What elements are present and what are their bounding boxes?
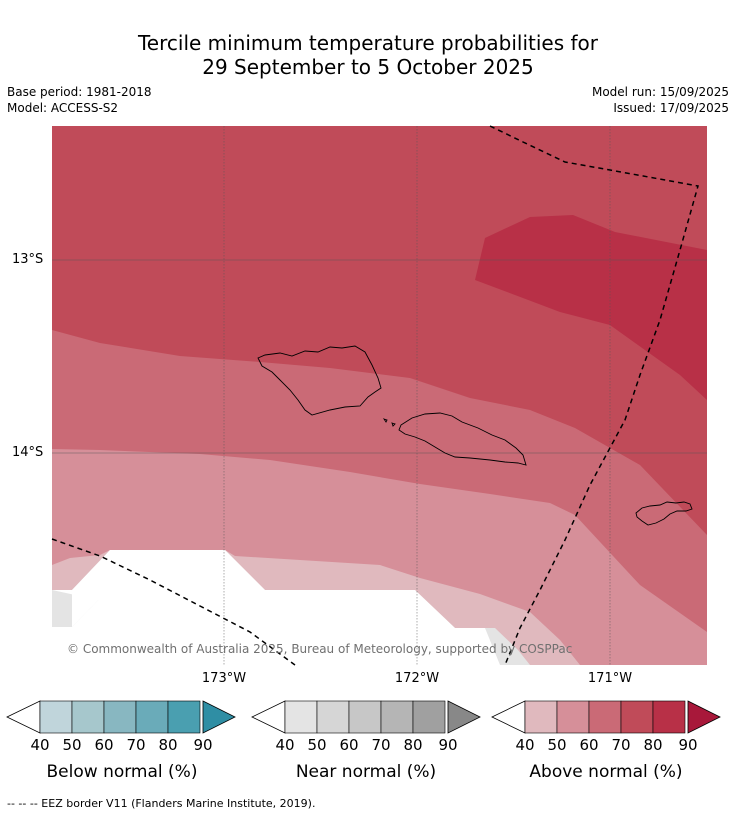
tick-80: 80 xyxy=(403,736,423,754)
lon-label-173w: 173°W xyxy=(201,671,247,686)
field-above-80 xyxy=(475,215,707,400)
base-period: Base period: 1981-2018 xyxy=(7,85,152,99)
lon-label-171w: 171°W xyxy=(587,671,633,686)
graticule xyxy=(52,126,707,665)
tick-50: 50 xyxy=(547,736,567,754)
tick-40: 40 xyxy=(30,736,50,754)
tutuila-island xyxy=(635,501,693,526)
colorbar-below-swatch-70 xyxy=(135,700,169,734)
probability-fields xyxy=(52,126,707,665)
model-name: Model: ACCESS-S2 xyxy=(7,101,119,115)
tick-60: 60 xyxy=(339,736,359,754)
eez-footnote: -- -- -- EEZ border V11 (Flanders Marine… xyxy=(7,797,316,810)
colorbar-above-swatch-70 xyxy=(620,700,654,734)
tick-60: 60 xyxy=(579,736,599,754)
colorbar-above xyxy=(491,700,721,734)
field-white-band xyxy=(72,590,415,628)
savaii-island xyxy=(257,345,382,416)
model-run: Model run: 15/09/2025 xyxy=(591,85,729,99)
colorbar-near-min-arrow xyxy=(251,700,286,734)
colorbar-near-swatch-80 xyxy=(412,700,446,734)
colorbar-below-swatch-80 xyxy=(167,700,201,734)
colorbar-above-min-arrow xyxy=(491,700,526,734)
colorbar-above-swatch-40 xyxy=(524,700,558,734)
issued-date: Issued: 17/09/2025 xyxy=(613,101,729,115)
colorbar-near-swatches xyxy=(284,700,446,734)
colorbar-near-swatch-40 xyxy=(284,700,318,734)
meta-right: Model run: 15/09/2025 Issued: 17/09/2025 xyxy=(592,84,729,116)
colorbar-below-label: Below normal (%) xyxy=(46,762,198,782)
colorbar-near-label: Near normal (%) xyxy=(295,762,437,782)
colorbar-below-swatch-60 xyxy=(103,700,137,734)
colorbar-near-swatch-50 xyxy=(316,700,350,734)
tick-40: 40 xyxy=(275,736,295,754)
colorbar-below xyxy=(6,700,236,734)
colorbar-above-swatches xyxy=(524,700,686,734)
colorbar-near xyxy=(251,700,481,734)
colorbar-below-max-arrow xyxy=(202,700,236,734)
tick-40: 40 xyxy=(515,736,535,754)
tick-90: 90 xyxy=(193,736,213,754)
map-title-line1: Tercile minimum temperature probabilitie… xyxy=(137,31,599,55)
tick-90: 90 xyxy=(438,736,458,754)
tick-90: 90 xyxy=(678,736,698,754)
tick-50: 50 xyxy=(307,736,327,754)
tick-80: 80 xyxy=(158,736,178,754)
small-islets xyxy=(382,418,396,427)
colorbar-above-swatch-80 xyxy=(652,700,686,734)
tick-80: 80 xyxy=(643,736,663,754)
colorbar-above-label: Above normal (%) xyxy=(529,762,683,782)
colorbar-above-swatch-60 xyxy=(588,700,622,734)
colorbar-near-max-arrow xyxy=(447,700,481,734)
tick-70: 70 xyxy=(371,736,391,754)
probability-map xyxy=(51,125,707,666)
upolu-island xyxy=(398,412,527,466)
eez-border xyxy=(51,125,699,666)
colorbar-above-max-arrow xyxy=(687,700,721,734)
colorbar-near-swatch-70 xyxy=(380,700,414,734)
coastlines xyxy=(257,345,693,526)
tick-70: 70 xyxy=(611,736,631,754)
colorbar-below-swatch-50 xyxy=(71,700,105,734)
colorbar-above-swatch-50 xyxy=(556,700,590,734)
map-title-line2: 29 September to 5 October 2025 xyxy=(202,55,534,79)
colorbar-near-swatch-60 xyxy=(348,700,382,734)
meta-left: Base period: 1981-2018 Model: ACCESS-S2 xyxy=(7,84,152,116)
lat-label-13s: 13°S xyxy=(12,252,44,267)
tick-50: 50 xyxy=(62,736,82,754)
colorbar-below-swatch-40 xyxy=(39,700,73,734)
map-credit: © Commonwealth of Australia 2025, Bureau… xyxy=(67,642,573,656)
tick-70: 70 xyxy=(126,736,146,754)
lat-label-14s: 14°S xyxy=(12,445,44,460)
tick-60: 60 xyxy=(94,736,114,754)
colorbar-below-min-arrow xyxy=(6,700,41,734)
eez-line-east xyxy=(489,125,699,666)
lon-label-172w: 172°W xyxy=(394,671,440,686)
colorbar-below-swatches xyxy=(39,700,201,734)
eez-line-west xyxy=(51,538,296,666)
